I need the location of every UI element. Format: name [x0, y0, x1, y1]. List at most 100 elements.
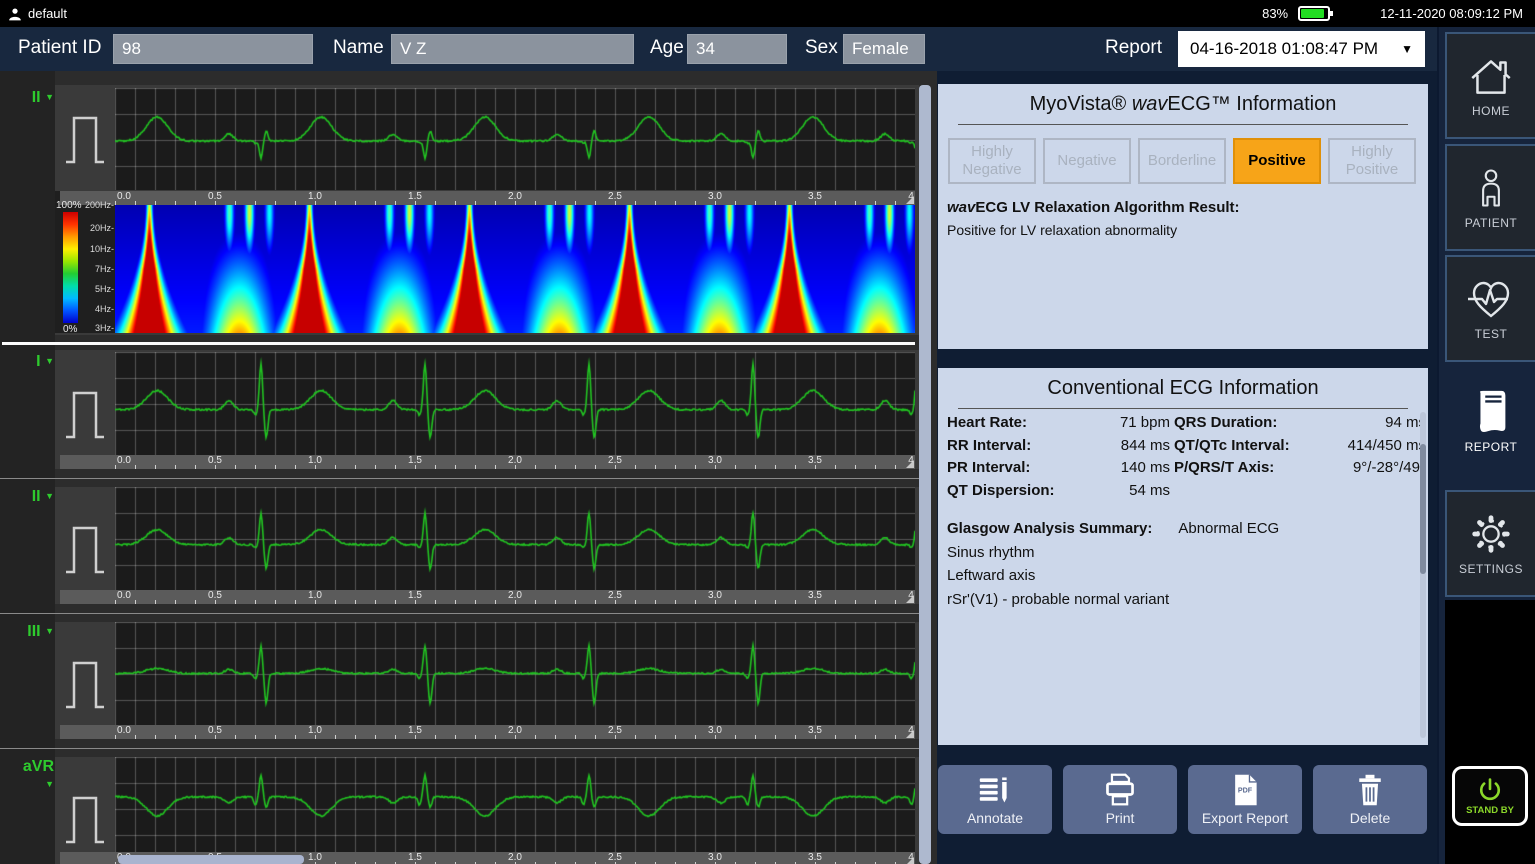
patient-id-field[interactable]: 98: [113, 34, 313, 64]
ecg-waveform-area: II ▼ I ▼ II ▼ III ▼ aVR ▼ 0.00.51.01.52.…: [0, 71, 937, 864]
print-button[interactable]: Print: [1063, 765, 1177, 834]
algorithm-result-heading: wavECG LV Relaxation Algorithm Result:: [947, 199, 1240, 216]
time-axis-tick: [435, 735, 436, 739]
time-axis-tick: [595, 600, 596, 604]
time-axis-tick: [315, 465, 316, 469]
time-axis-tick: [495, 735, 496, 739]
time-axis-tick: [335, 465, 336, 469]
time-axis-tick: [455, 735, 456, 739]
sidebar-item-test[interactable]: TEST: [1445, 255, 1535, 362]
time-axis-tick: [235, 735, 236, 739]
time-axis-tick: [675, 465, 676, 469]
time-axis-tick: [675, 600, 676, 604]
time-axis-label: 0.0: [117, 725, 131, 736]
strip-divider: [0, 748, 919, 749]
time-axis-tick: [535, 735, 536, 739]
time-axis-tick: [795, 735, 796, 739]
time-axis-tick: [895, 600, 896, 604]
annotate-button[interactable]: Annotate: [938, 765, 1052, 834]
report-label: Report: [1105, 37, 1162, 59]
time-axis-tick: [475, 600, 476, 604]
axis-handle-icon: [906, 196, 914, 204]
lead-selector-2[interactable]: I ▼: [10, 353, 54, 371]
time-axis-tick: [775, 600, 776, 604]
wavelet-spectrogram: [115, 205, 915, 333]
metric-label: QRS Duration:: [1174, 414, 1310, 437]
username: default: [28, 6, 67, 21]
time-axis-tick: [155, 600, 156, 604]
time-axis-tick: [235, 465, 236, 469]
time-axis-tick: [335, 735, 336, 739]
panel-scrollbar-thumb[interactable]: [1420, 444, 1426, 574]
chevron-down-icon: ▼: [45, 92, 54, 102]
horizontal-scrollbar-thumb[interactable]: [118, 855, 304, 864]
chevron-down-icon: ▼: [45, 356, 54, 366]
axis-handle-icon: [906, 595, 914, 603]
sex-field[interactable]: Female: [843, 34, 925, 64]
time-axis-tick: [815, 735, 816, 739]
report-dropdown[interactable]: 04-16-2018 01:08:47 PM ▼: [1178, 31, 1425, 67]
calibration-pulse-icon: [62, 518, 108, 580]
sidebar-item-home[interactable]: HOME: [1445, 32, 1535, 139]
glasgow-finding: rSr'(V1) - probable normal variant: [947, 591, 1279, 608]
panel-scrollbar: [1420, 412, 1426, 738]
age-field[interactable]: 34: [687, 34, 787, 64]
time-axis-tick: [295, 735, 296, 739]
time-axis: 0.00.51.01.52.02.53.03.54: [60, 590, 915, 604]
ecg-metrics-table: Heart Rate:71 bpmQRS Duration:94 msRR In…: [947, 414, 1430, 504]
lead-selector-3[interactable]: II ▼: [10, 488, 54, 506]
glasgow-analysis: Glasgow Analysis Summary: Abnormal ECG S…: [947, 520, 1279, 608]
time-axis-tick: [355, 600, 356, 604]
report-actions: Annotate Print PDF Export Report: [938, 765, 1428, 834]
system-datetime: 12-11-2020 08:09:12 PM: [1380, 6, 1523, 21]
metric-value: 94 ms: [1310, 414, 1430, 437]
time-axis-tick: [115, 465, 116, 469]
time-axis-tick: [735, 735, 736, 739]
time-axis-tick: [315, 735, 316, 739]
standby-button[interactable]: STAND BY: [1452, 766, 1528, 826]
frequency-label: 5Hz-: [78, 284, 114, 294]
spectrogram-separator: [2, 342, 915, 345]
sidebar-item-report[interactable]: REPORT: [1445, 367, 1535, 474]
negative-button[interactable]: Negative: [1043, 138, 1131, 184]
time-axis-tick: [875, 465, 876, 469]
name-field[interactable]: V Z: [391, 34, 634, 64]
borderline-button[interactable]: Borderline: [1138, 138, 1226, 184]
axis-handle-icon: [906, 730, 914, 738]
metric-label: QT/QTc Interval:: [1174, 437, 1310, 460]
highly-negative-button[interactable]: Highly Negative: [948, 138, 1036, 184]
lead-selector-1[interactable]: II ▼: [10, 89, 54, 107]
battery-icon: [1298, 6, 1330, 21]
screen: default 83% 12-11-2020 08:09:12 PM Patie…: [0, 0, 1535, 864]
sidebar-item-patient[interactable]: PATIENT: [1445, 144, 1535, 251]
conventional-panel-title: Conventional ECG Information: [938, 368, 1428, 400]
time-axis-tick: [335, 600, 336, 604]
time-axis-tick: [295, 600, 296, 604]
lead-selector-5[interactable]: aVR ▼: [10, 758, 54, 794]
axis-handle-icon: [906, 857, 914, 864]
report-dropdown-value: 04-16-2018 01:08:47 PM: [1190, 32, 1378, 66]
calibration-pulse-icon: [62, 383, 108, 445]
top-status-bar: default 83% 12-11-2020 08:09:12 PM: [0, 0, 1535, 27]
delete-button[interactable]: Delete: [1313, 765, 1427, 834]
vertical-scrollbar[interactable]: [919, 85, 931, 864]
home-icon: [1466, 53, 1516, 99]
report-icon: [1468, 387, 1514, 435]
time-axis-tick: [835, 600, 836, 604]
time-axis-tick: [235, 600, 236, 604]
sidebar-item-settings[interactable]: SETTINGS: [1445, 490, 1535, 597]
lead-selector-4[interactable]: III ▼: [10, 623, 54, 641]
highly-positive-button[interactable]: Highly Positive: [1328, 138, 1416, 184]
time-axis-tick: [435, 465, 436, 469]
time-axis-tick: [875, 735, 876, 739]
gear-icon: [1467, 511, 1515, 557]
trash-icon: [1353, 773, 1387, 807]
time-axis-tick: [775, 735, 776, 739]
time-axis-tick: [415, 465, 416, 469]
export-report-button[interactable]: PDF Export Report: [1188, 765, 1302, 834]
time-axis: 0.00.51.01.52.02.53.03.54: [60, 725, 915, 739]
lead-label-column: [0, 71, 55, 864]
myovista-panel: MyoVista® wavECG™ Information Highly Neg…: [938, 84, 1428, 349]
annotate-icon: [977, 773, 1013, 807]
positive-button[interactable]: Positive: [1233, 138, 1321, 184]
